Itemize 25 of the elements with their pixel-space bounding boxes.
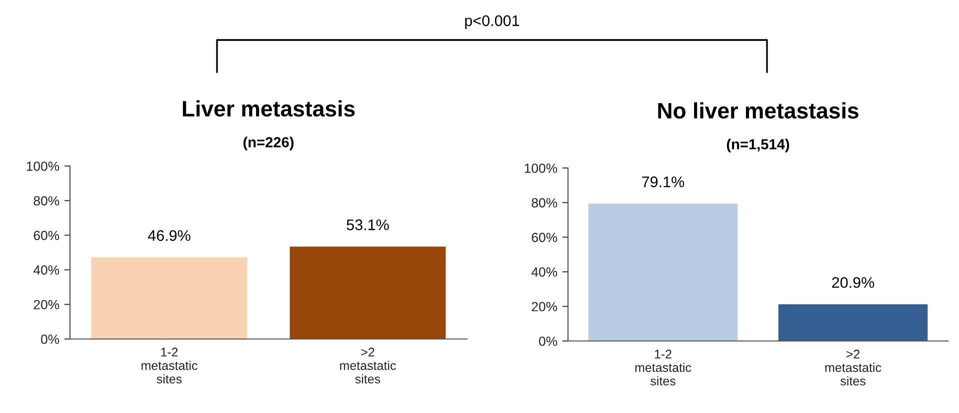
y-tick-label: 40% bbox=[33, 265, 60, 275]
x-tick-label: 1-2 metastatic sites bbox=[635, 350, 692, 386]
y-tick-label: 100% bbox=[524, 164, 558, 173]
x-tick-label: >2 metastatic sites bbox=[340, 348, 396, 384]
data-label: 53.1% bbox=[346, 219, 389, 230]
y-tick-label: 0% bbox=[539, 336, 558, 346]
text: p<0.001 bbox=[465, 15, 520, 30]
y-tick-label: 60% bbox=[34, 230, 60, 240]
x-tick-label: 1-2 metastatic sites bbox=[142, 348, 198, 384]
y-tick-label: 100% bbox=[26, 162, 60, 171]
y-tick-label: 0% bbox=[41, 334, 60, 344]
y-tick-label: 20% bbox=[532, 302, 558, 312]
y-tick-label: 80% bbox=[34, 196, 60, 206]
chart-subtitle: (n=1,514) bbox=[726, 138, 790, 152]
chart-subtitle: (n=226) bbox=[243, 136, 294, 150]
data-label: 20.9% bbox=[832, 277, 874, 288]
y-tick-label: 60% bbox=[532, 232, 558, 242]
chart-title: Liver metastasis bbox=[182, 100, 355, 117]
y-tick-label: 40% bbox=[531, 267, 558, 277]
x-tick-label: >2 metastatic sites bbox=[825, 350, 882, 386]
data-label: 46.9% bbox=[148, 230, 190, 241]
data-label: 79.1% bbox=[642, 176, 684, 188]
chart-title: No liver metastasis bbox=[658, 102, 858, 119]
y-tick-label: 20% bbox=[34, 300, 60, 310]
y-tick-label: 80% bbox=[532, 198, 558, 208]
